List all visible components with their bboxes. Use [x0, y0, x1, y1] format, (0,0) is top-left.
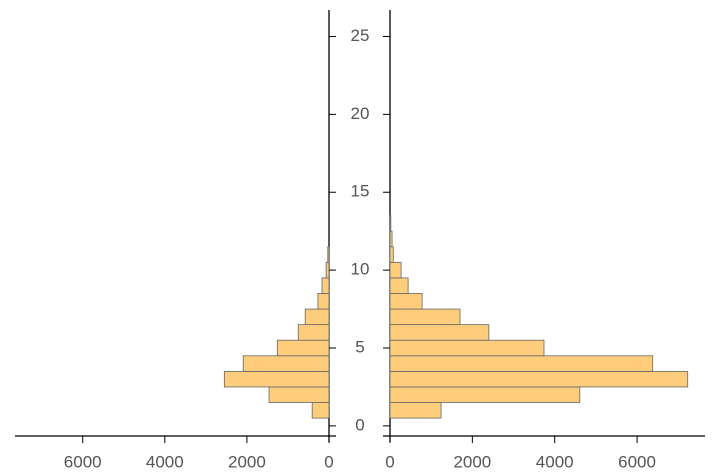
- bar: [389, 370, 689, 388]
- y-tick-label: 10: [351, 260, 370, 279]
- bar: [389, 324, 490, 341]
- x-tick-label: 6000: [64, 452, 102, 471]
- x-tick-label: 4000: [536, 452, 574, 471]
- y-tick-label: 5: [355, 337, 364, 356]
- bar: [297, 324, 330, 341]
- bar: [389, 355, 654, 372]
- x-tick-label: 6000: [618, 452, 656, 471]
- bar: [389, 308, 461, 326]
- bar: [389, 277, 409, 294]
- y-tick-label: 15: [351, 182, 370, 201]
- bar: [325, 261, 330, 279]
- bar: [242, 355, 330, 372]
- bar: [389, 402, 442, 419]
- y-tick-label: 0: [355, 415, 364, 434]
- x-tick-label: 4000: [146, 452, 184, 471]
- bar: [321, 277, 330, 294]
- bar: [223, 370, 330, 388]
- bar: [389, 386, 581, 403]
- x-tick-label: 0: [385, 452, 394, 471]
- bar: [268, 386, 330, 403]
- bar: [389, 230, 393, 248]
- bar: [389, 246, 394, 263]
- bar: [389, 293, 423, 310]
- bar: [389, 261, 402, 279]
- y-tick-label: 25: [351, 26, 370, 45]
- x-tick-label: 0: [324, 452, 333, 471]
- bar: [311, 402, 330, 419]
- bar: [389, 215, 392, 232]
- bar: [317, 293, 330, 310]
- bar: [389, 339, 545, 357]
- y-tick-label: 20: [351, 104, 370, 123]
- x-tick-label: 2000: [453, 452, 491, 471]
- bar: [276, 339, 330, 357]
- bar: [327, 246, 330, 263]
- bar: [304, 308, 330, 326]
- x-tick-label: 2000: [228, 452, 266, 471]
